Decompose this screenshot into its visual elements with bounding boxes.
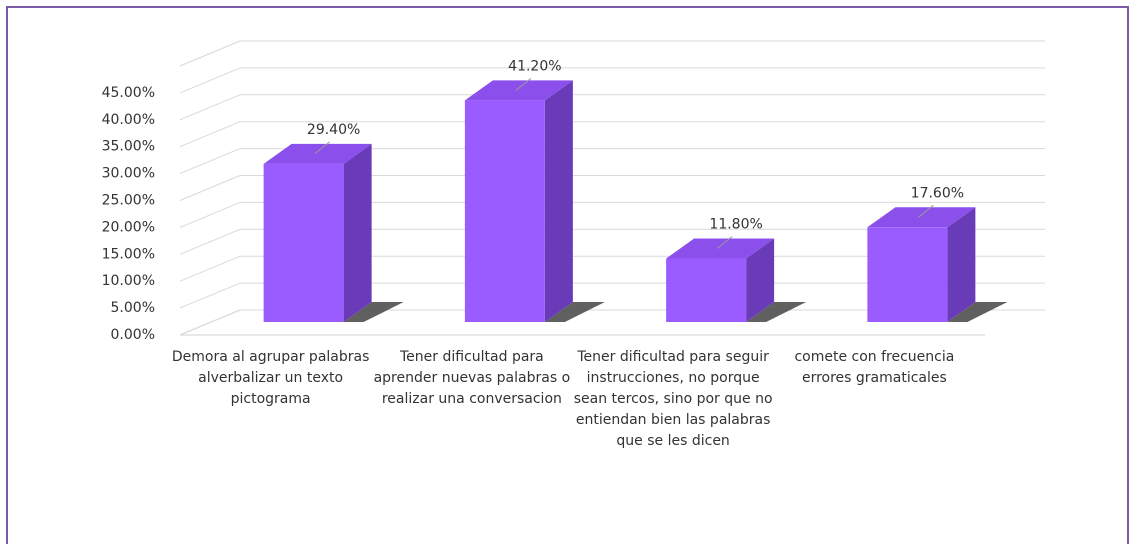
grid-line-side — [179, 94, 241, 121]
label-leader — [314, 141, 330, 155]
chart-border — [6, 6, 1129, 544]
x-tick-label: Tener dificultad para aprender nuevas pa… — [373, 349, 571, 407]
y-tick-label: 20.00% — [102, 219, 155, 235]
bar-shadow — [746, 302, 807, 322]
bar-top — [666, 238, 775, 259]
label-leader — [515, 77, 532, 91]
bar-top — [867, 207, 976, 228]
bar — [464, 100, 545, 323]
grid-line-side — [179, 121, 241, 148]
bar-top — [263, 143, 372, 164]
bar-shadow — [544, 302, 605, 322]
bar — [263, 163, 344, 322]
bar-side — [746, 238, 775, 322]
bar-side — [544, 80, 573, 323]
grid-line-side — [179, 282, 241, 309]
bar — [867, 227, 948, 322]
label-leader — [716, 236, 733, 249]
y-tick-label: 25.00% — [102, 193, 155, 209]
bar — [666, 258, 747, 322]
bar-shadow — [343, 302, 404, 322]
data-label: 11.80% — [709, 217, 762, 233]
label-leader — [918, 204, 934, 218]
grid-line-side — [179, 309, 241, 336]
data-label: 17.60% — [911, 185, 964, 201]
grid-line-side — [179, 255, 241, 282]
grid-line-side — [179, 201, 241, 228]
y-tick-label: 15.00% — [102, 246, 155, 262]
bar-shadow — [947, 302, 1008, 322]
data-label: 41.20% — [508, 58, 561, 74]
y-tick-label: 45.00% — [102, 85, 155, 101]
x-tick-label: Tener dificultad para seguir instruccion… — [573, 349, 773, 449]
x-tick-label: comete con frecuencia errores gramatical… — [794, 349, 955, 386]
data-label: 29.40% — [307, 122, 360, 138]
wall-top-side — [179, 40, 241, 67]
grid-line-side — [179, 228, 241, 255]
grid-line-side — [179, 175, 241, 201]
grid-line-side — [179, 67, 241, 94]
y-tick-label: 35.00% — [102, 139, 155, 155]
bar-side — [947, 207, 976, 322]
x-tick-label: Demora al agrupar palabras alverbalizar … — [171, 349, 370, 407]
y-tick-label: 10.00% — [102, 273, 155, 289]
y-tick-label: 5.00% — [111, 300, 155, 316]
y-tick-label: 30.00% — [102, 166, 155, 182]
y-tick-label: 0.00% — [111, 327, 155, 343]
y-tick-label: 40.00% — [102, 112, 155, 128]
bar-side — [343, 143, 372, 322]
grid-line-side — [179, 148, 241, 175]
bar-top — [464, 80, 573, 101]
